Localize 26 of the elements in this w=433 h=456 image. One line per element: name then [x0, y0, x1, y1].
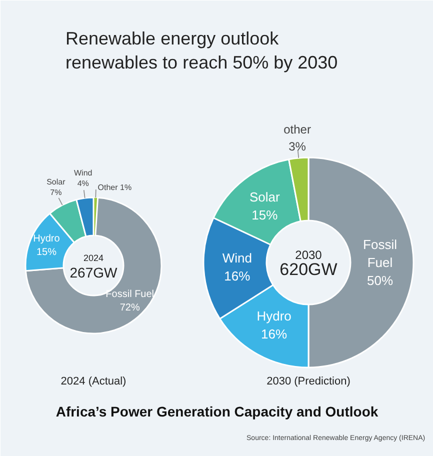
slice-label: Solar	[250, 190, 281, 205]
data-label: 50%	[366, 273, 394, 288]
data-label: 7%	[50, 188, 62, 198]
data-label: 15%	[36, 246, 57, 258]
data-label: 72%	[120, 302, 140, 314]
slice-label: Fossil Fuel	[363, 237, 398, 270]
slice-label: Wind	[74, 168, 92, 178]
text: 267GW	[70, 264, 118, 280]
data-label: 3%	[288, 139, 306, 154]
data-label: 16%	[261, 326, 288, 342]
text: 2024	[83, 253, 104, 263]
data-label: 15%	[252, 208, 278, 223]
slice-label: Wind	[222, 250, 252, 266]
data-label: 16%	[224, 268, 251, 284]
data-label: 4%	[77, 179, 89, 188]
text: 2030	[295, 248, 322, 262]
text: 2024 (Actual)	[60, 376, 126, 388]
text: 620GW	[280, 260, 338, 279]
slice-label: Hydro	[256, 308, 292, 324]
text: Renewable energy outlook renewables to reach 50% by 2030	[66, 28, 338, 72]
text: 2030 (Prediction)	[266, 376, 350, 388]
slice-label: other	[284, 122, 311, 137]
slice-label: Other 1%	[98, 183, 132, 192]
slice-label: Hydro	[33, 234, 60, 245]
text: Africa’s Power Generation Capacity and Outlook	[56, 404, 378, 420]
slice-label: Solar	[46, 177, 66, 186]
